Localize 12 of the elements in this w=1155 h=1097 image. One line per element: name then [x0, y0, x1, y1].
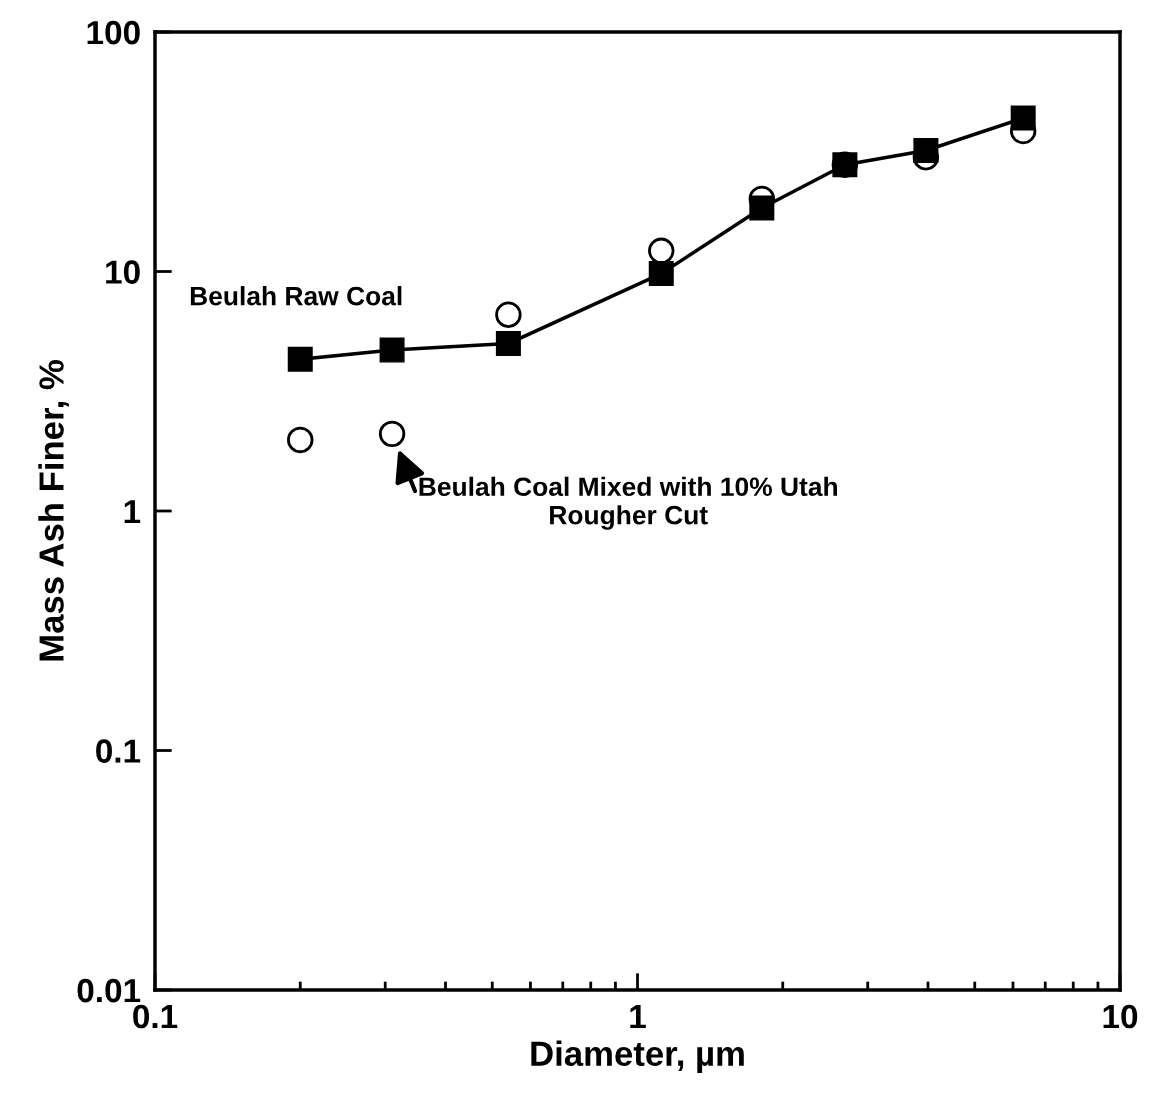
y-tick-label: 10: [106, 260, 140, 284]
x-tick-label: 0.1: [133, 1004, 178, 1029]
x-tick-label: 10: [1103, 1004, 1138, 1029]
annotation: Beulah Coal Mixed with 10% Utah Rougher Cut: [419, 476, 837, 530]
y-tick-label: 0.01: [77, 978, 141, 1003]
y-axis-title: Mass Ash Finer, %: [38, 360, 69, 661]
y-tick-label: 1: [124, 500, 141, 524]
y-tick-label: 100: [87, 20, 140, 45]
x-axis-title: Diameter, µm: [531, 1040, 744, 1073]
y-tick-label: 0.1: [96, 739, 141, 763]
annotation: Beulah Raw Coal: [190, 286, 402, 306]
x-tick-label: 1: [630, 1005, 646, 1029]
